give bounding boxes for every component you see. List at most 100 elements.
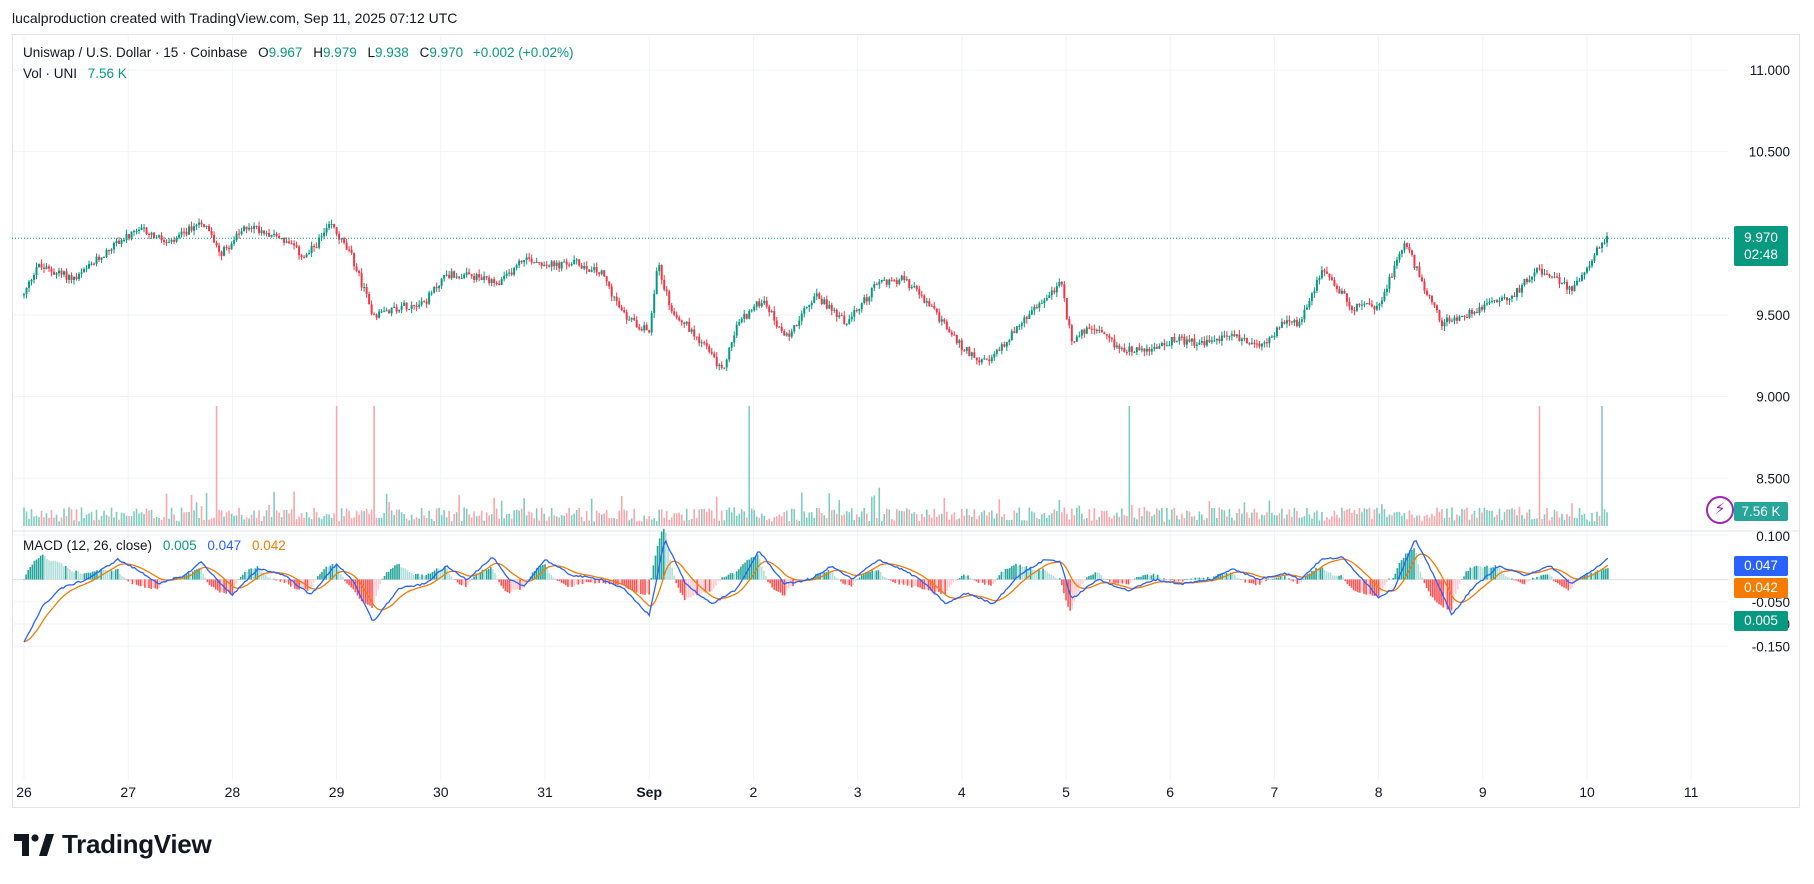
candle-body: [725, 359, 728, 368]
volume-bar: [603, 513, 605, 526]
candle-body: [1123, 347, 1126, 352]
macd-histogram-bar: [1434, 579, 1436, 601]
volume-bar: [923, 516, 926, 526]
volume-bar: [1183, 518, 1186, 526]
candle-body: [1425, 290, 1428, 295]
candle-body: [175, 237, 178, 242]
volume-bar: [670, 517, 673, 526]
macd-histogram-bar: [1348, 579, 1351, 586]
volume-bar: [823, 515, 826, 526]
candle-body: [128, 234, 131, 239]
volume-bar: [175, 520, 178, 526]
macd-histogram-bar: [1219, 573, 1222, 580]
macd-histogram-bar: [1267, 578, 1269, 580]
macd-histogram-bar: [1486, 565, 1488, 580]
volume-bar: [968, 515, 971, 526]
candle-body: [1243, 338, 1246, 340]
candle-body: [785, 333, 788, 336]
candle-body: [1223, 335, 1226, 337]
volume-bar: [853, 520, 856, 526]
volume-bar: [543, 513, 545, 526]
candle-body: [908, 279, 911, 289]
volume-bar: [645, 519, 648, 526]
candle-body: [1363, 303, 1366, 305]
volume-bar: [383, 513, 385, 526]
candle-body: [1323, 270, 1326, 272]
macd-histogram-bar: [310, 579, 313, 588]
candle-body: [1313, 290, 1316, 294]
macd-histogram-bar: [598, 579, 600, 583]
candle-body: [1218, 338, 1221, 342]
candle-body: [1418, 266, 1421, 278]
volume-bar: [178, 521, 180, 526]
macd-histogram-bar: [1554, 579, 1557, 583]
candle-body: [1263, 342, 1266, 344]
volume-bar: [910, 513, 913, 526]
candle-body: [1573, 284, 1576, 291]
candle-body: [215, 242, 218, 246]
volume-bar: [525, 515, 528, 526]
macd-histogram-bar: [1288, 578, 1290, 580]
candle-body: [648, 330, 651, 333]
volume-bar: [963, 515, 966, 526]
volume-bar: [533, 518, 535, 526]
volume-bar: [1328, 519, 1331, 526]
candle-body: [470, 274, 473, 276]
volume-bar: [1501, 520, 1503, 526]
volume-bar: [298, 516, 300, 526]
macd-histogram-bar: [610, 579, 613, 584]
volume-bar: [43, 517, 45, 526]
volume-bar: [173, 514, 175, 526]
macd-histogram-bar: [1525, 579, 1528, 583]
volume-bar: [623, 509, 625, 526]
candle-body: [445, 274, 448, 276]
macd-histogram-bar: [942, 579, 944, 593]
macd-histogram-bar: [910, 579, 913, 588]
candle-body: [280, 237, 283, 239]
macd-histogram-bar: [560, 579, 563, 583]
candle-body: [1000, 344, 1003, 351]
volume-bar: [1276, 515, 1278, 526]
volume-bar: [470, 517, 473, 526]
tradingview-logo: TradingView: [14, 829, 212, 860]
volume-legend: Vol · UNI 7.56 K: [23, 66, 127, 81]
candle-body: [1591, 260, 1594, 266]
candle-body: [768, 306, 771, 313]
macd-histogram-bar: [137, 579, 140, 586]
macd-histogram-bar: [975, 579, 978, 582]
volume-bar: [145, 508, 148, 526]
candle-body: [383, 310, 386, 312]
volume-bar: [1173, 507, 1176, 526]
volume-bar: [590, 498, 593, 526]
macd-histogram-bar: [629, 579, 632, 590]
candle-body: [1230, 334, 1233, 336]
candle-body: [390, 307, 393, 314]
candle-body: [880, 279, 883, 282]
macd-histogram-bar: [460, 579, 463, 586]
candle-body: [1015, 326, 1018, 333]
candle-body: [1130, 346, 1133, 353]
macd-histogram-bar: [446, 568, 448, 580]
volume-bar: [973, 509, 976, 526]
candle-body: [65, 271, 68, 280]
candle-body: [953, 334, 956, 336]
close-value: 9.970: [429, 45, 464, 60]
lightning-icon[interactable]: ⚡: [1706, 496, 1734, 524]
candle-body: [1268, 337, 1271, 344]
macd-histogram-bar: [56, 561, 59, 580]
macd-histogram-bar: [692, 579, 694, 597]
macd-histogram-bar: [1373, 579, 1376, 597]
macd-histogram-bar: [648, 579, 650, 595]
candle-body: [1433, 302, 1436, 306]
candle-body: [158, 235, 161, 238]
candle-body: [230, 243, 233, 250]
candle-body: [198, 222, 201, 225]
candle-body: [918, 289, 921, 295]
macd-histogram-bar: [1602, 569, 1605, 580]
volume-bar: [1453, 520, 1456, 526]
volume-bar: [950, 514, 953, 526]
macd-histogram-bar: [644, 579, 646, 595]
volume-bar: [1481, 512, 1483, 526]
volume-bar: [28, 518, 30, 526]
